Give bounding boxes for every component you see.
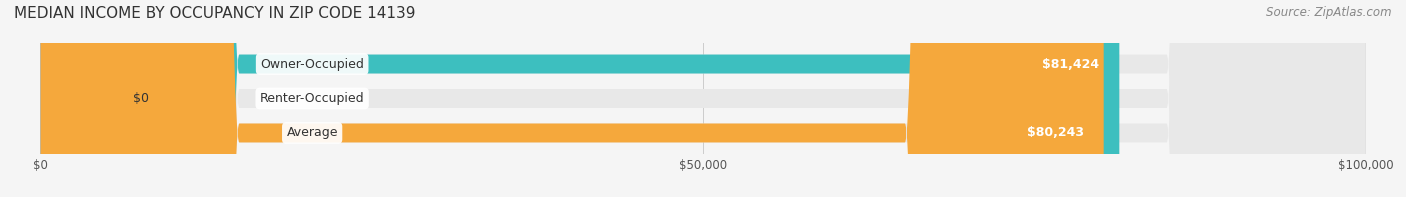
Text: MEDIAN INCOME BY OCCUPANCY IN ZIP CODE 14139: MEDIAN INCOME BY OCCUPANCY IN ZIP CODE 1… — [14, 6, 416, 21]
FancyBboxPatch shape — [41, 0, 94, 197]
Text: $81,424: $81,424 — [1042, 58, 1099, 71]
Text: Source: ZipAtlas.com: Source: ZipAtlas.com — [1267, 6, 1392, 19]
FancyBboxPatch shape — [41, 0, 1104, 197]
FancyBboxPatch shape — [41, 0, 1365, 197]
Text: Renter-Occupied: Renter-Occupied — [260, 92, 364, 105]
Text: Average: Average — [287, 126, 337, 139]
Text: $0: $0 — [134, 92, 149, 105]
FancyBboxPatch shape — [41, 0, 1365, 197]
Text: $80,243: $80,243 — [1026, 126, 1084, 139]
FancyBboxPatch shape — [41, 0, 1119, 197]
Text: Owner-Occupied: Owner-Occupied — [260, 58, 364, 71]
FancyBboxPatch shape — [41, 0, 1365, 197]
